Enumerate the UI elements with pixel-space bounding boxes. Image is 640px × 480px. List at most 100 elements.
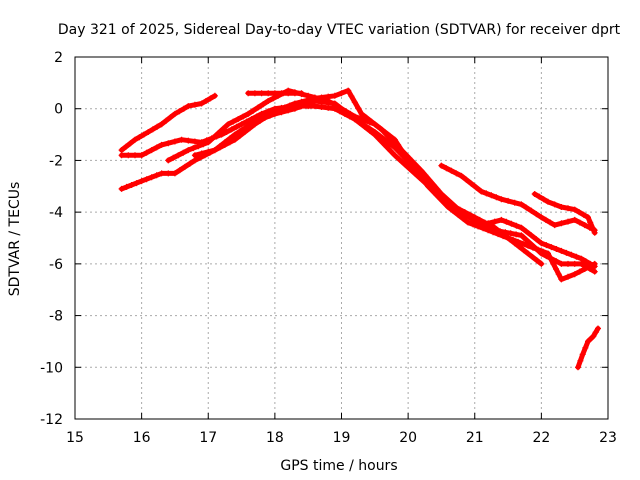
data-point xyxy=(406,155,413,162)
data-point xyxy=(463,212,470,219)
data-point xyxy=(127,140,134,147)
data-point xyxy=(530,244,536,251)
data-point xyxy=(518,232,525,239)
x-axis-label: GPS time / hours xyxy=(280,458,397,474)
data-point xyxy=(563,249,570,256)
data-point xyxy=(542,216,549,223)
data-point xyxy=(378,126,385,133)
data-point xyxy=(358,110,365,117)
data-point xyxy=(207,95,214,102)
data-point xyxy=(167,114,174,121)
data-point xyxy=(455,211,462,218)
data-point xyxy=(233,123,240,130)
data-point xyxy=(276,106,283,113)
data-point xyxy=(138,178,145,185)
data-point xyxy=(331,92,338,99)
data-point xyxy=(573,253,580,260)
data-point xyxy=(143,149,150,156)
data-point xyxy=(210,134,217,141)
data-point xyxy=(531,191,538,197)
series-track-9 xyxy=(575,325,601,371)
data-point xyxy=(448,200,455,207)
data-point xyxy=(245,110,252,117)
data-point xyxy=(291,90,298,97)
data-point xyxy=(243,118,250,125)
data-point xyxy=(505,235,512,241)
data-point xyxy=(342,108,349,115)
data-point xyxy=(587,260,594,267)
data-point xyxy=(329,100,336,107)
data-point xyxy=(231,136,238,143)
data-point xyxy=(325,104,332,111)
series-track-3 xyxy=(118,98,598,275)
data-point xyxy=(205,139,212,146)
data-point xyxy=(355,105,362,112)
data-point xyxy=(528,232,535,239)
data-point xyxy=(533,211,540,218)
data-point xyxy=(528,207,535,214)
data-point xyxy=(595,325,601,332)
y-tick-label: 0 xyxy=(54,102,63,118)
data-point xyxy=(558,247,565,254)
data-point xyxy=(368,118,375,125)
data-point xyxy=(240,113,247,120)
data-point xyxy=(443,165,450,172)
x-tick-label: 16 xyxy=(133,430,151,446)
data-point xyxy=(163,117,170,124)
data-point xyxy=(398,147,405,154)
data-point xyxy=(591,263,598,270)
data-point xyxy=(550,260,557,267)
data-point xyxy=(271,108,278,115)
data-point xyxy=(434,186,441,193)
series-track-4 xyxy=(165,87,598,283)
data-point xyxy=(523,236,530,243)
series-track-7 xyxy=(438,162,598,234)
data-point xyxy=(361,123,368,130)
data-point xyxy=(260,101,267,108)
data-point xyxy=(565,218,571,225)
data-point xyxy=(185,137,192,144)
data-point xyxy=(211,147,218,154)
data-point xyxy=(571,271,578,278)
data-point xyxy=(443,195,450,202)
data-point xyxy=(426,177,433,184)
data-point xyxy=(241,129,248,135)
data-point xyxy=(143,176,150,183)
data-point xyxy=(138,152,145,159)
data-point xyxy=(145,129,152,135)
data-point xyxy=(158,170,165,177)
data-point xyxy=(270,95,277,102)
data-point xyxy=(498,196,505,203)
data-point xyxy=(185,147,192,154)
data-point xyxy=(507,230,514,237)
data-point xyxy=(553,266,559,272)
x-tick-label: 22 xyxy=(532,430,550,446)
x-tick-label: 17 xyxy=(199,430,217,446)
data-point xyxy=(558,260,565,267)
data-point xyxy=(298,98,305,105)
y-tick-label: -8 xyxy=(49,309,63,325)
y-tick-label: -12 xyxy=(40,412,63,428)
data-point xyxy=(191,138,198,145)
data-point xyxy=(433,191,440,198)
data-point xyxy=(265,90,272,97)
data-point xyxy=(410,159,417,166)
data-point xyxy=(271,90,278,97)
data-point xyxy=(533,257,540,264)
data-point xyxy=(571,206,578,213)
data-point xyxy=(589,224,596,231)
data-point xyxy=(520,240,527,247)
data-point xyxy=(391,152,398,159)
data-point xyxy=(591,268,598,275)
x-tick-label: 21 xyxy=(466,430,484,446)
data-point xyxy=(195,143,202,150)
data-point xyxy=(468,215,475,222)
data-point xyxy=(128,182,135,188)
data-point xyxy=(136,134,143,141)
y-tick-label: -6 xyxy=(49,257,63,273)
data-point xyxy=(540,248,546,255)
data-point xyxy=(190,145,197,152)
data-point xyxy=(238,121,245,128)
data-point xyxy=(533,236,540,243)
